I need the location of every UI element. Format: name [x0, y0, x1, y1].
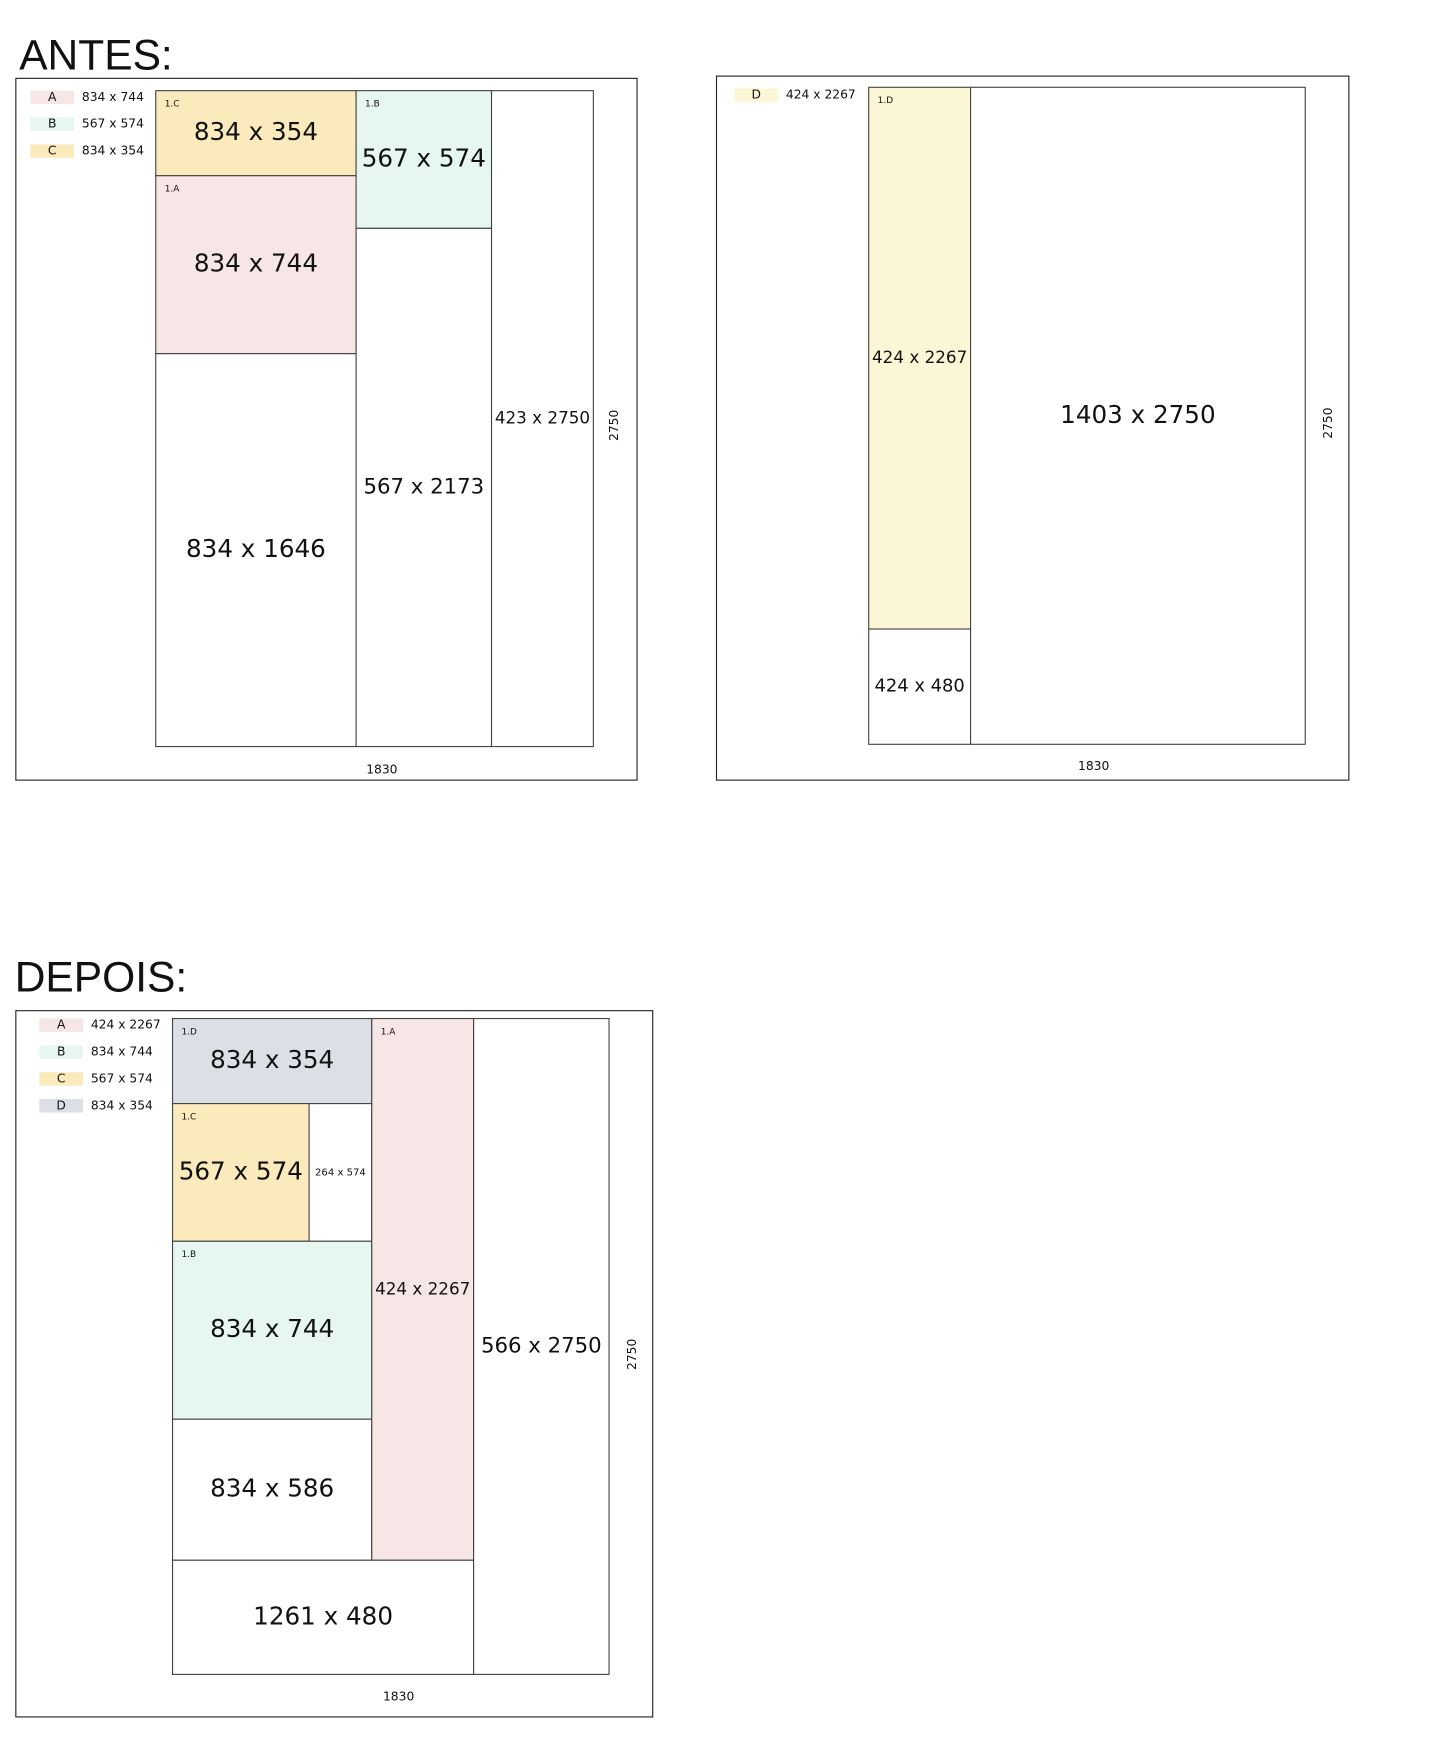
piece-tag: 1.C [181, 1113, 196, 1123]
legend-key: D [56, 1098, 65, 1112]
piece-tag: 1.A [165, 185, 181, 195]
piece [371, 1017, 475, 1561]
legend-swatch [30, 144, 75, 158]
piece [355, 227, 493, 748]
legend-swatch [30, 117, 75, 131]
piece-label: 567 x 574 [179, 1156, 303, 1185]
legend-key: D [751, 88, 760, 102]
piece-tag: 1.B [181, 1250, 196, 1260]
legend-size: 834 x 744 [82, 90, 144, 104]
legend-key: B [57, 1045, 65, 1059]
piece-label: 567 x 2173 [363, 474, 484, 499]
legend-key: A [48, 90, 57, 104]
piece-tag: 1.D [181, 1027, 197, 1037]
piece [490, 90, 594, 748]
legend-size: 567 x 574 [82, 117, 144, 131]
legend-swatch [39, 1018, 83, 1032]
piece [155, 175, 357, 355]
piece-label: 1403 x 2750 [1060, 400, 1215, 429]
piece [171, 1240, 373, 1420]
legend-swatch [30, 90, 75, 105]
section-title: DEPOIS: [15, 954, 187, 1002]
legend-key: B [48, 117, 56, 131]
legend-size: 834 x 744 [91, 1045, 153, 1059]
legend-size: 834 x 354 [82, 144, 144, 158]
piece-label: 566 x 2750 [481, 1333, 602, 1358]
piece-label: 567 x 574 [362, 143, 486, 172]
legend-swatch [39, 1045, 83, 1059]
legend-swatch [39, 1099, 83, 1113]
piece-label: 834 x 1646 [186, 534, 326, 563]
piece [171, 1017, 373, 1105]
piece [868, 628, 972, 745]
legend-swatch [734, 88, 779, 102]
legend-size: 834 x 354 [91, 1098, 153, 1112]
legend-swatch [39, 1072, 83, 1086]
piece-label: 424 x 480 [875, 676, 965, 697]
piece-tag: 1.A [381, 1027, 397, 1037]
piece [155, 353, 357, 748]
width-label: 1830 [383, 1689, 414, 1703]
legend-size: 567 x 574 [91, 1071, 153, 1085]
piece [308, 1103, 373, 1242]
piece-label: 834 x 744 [210, 1314, 334, 1343]
piece [171, 1103, 310, 1242]
piece-label: 834 x 586 [210, 1474, 334, 1503]
piece-tag: 1.B [365, 100, 380, 110]
piece-label: 834 x 744 [194, 249, 318, 278]
legend-size: 424 x 2267 [91, 1018, 161, 1032]
piece-label: 424 x 2267 [872, 347, 967, 367]
piece-label: 424 x 2267 [375, 1278, 470, 1298]
piece-label: 1261 x 480 [253, 1601, 393, 1630]
piece [355, 90, 493, 229]
legend-key: C [57, 1071, 66, 1085]
piece-tag: 1.D [878, 96, 894, 106]
width-label: 1830 [366, 763, 397, 777]
legend-key: A [57, 1018, 66, 1032]
height-label: 2750 [607, 410, 621, 441]
height-label: 2750 [625, 1339, 639, 1370]
piece [473, 1017, 610, 1675]
piece [171, 1418, 373, 1561]
legend-size: 424 x 2267 [786, 88, 856, 102]
piece-label: 834 x 354 [194, 117, 318, 146]
section-title: ANTES: [19, 31, 173, 79]
piece-label: 423 x 2750 [495, 408, 590, 428]
piece [970, 86, 1306, 745]
piece-label: 834 x 354 [210, 1045, 334, 1074]
width-label: 1830 [1078, 759, 1109, 773]
piece-tag: 1.C [165, 100, 180, 110]
height-label: 2750 [1321, 407, 1335, 438]
piece-label: 264 x 574 [315, 1167, 366, 1178]
legend-key: C [48, 144, 57, 158]
